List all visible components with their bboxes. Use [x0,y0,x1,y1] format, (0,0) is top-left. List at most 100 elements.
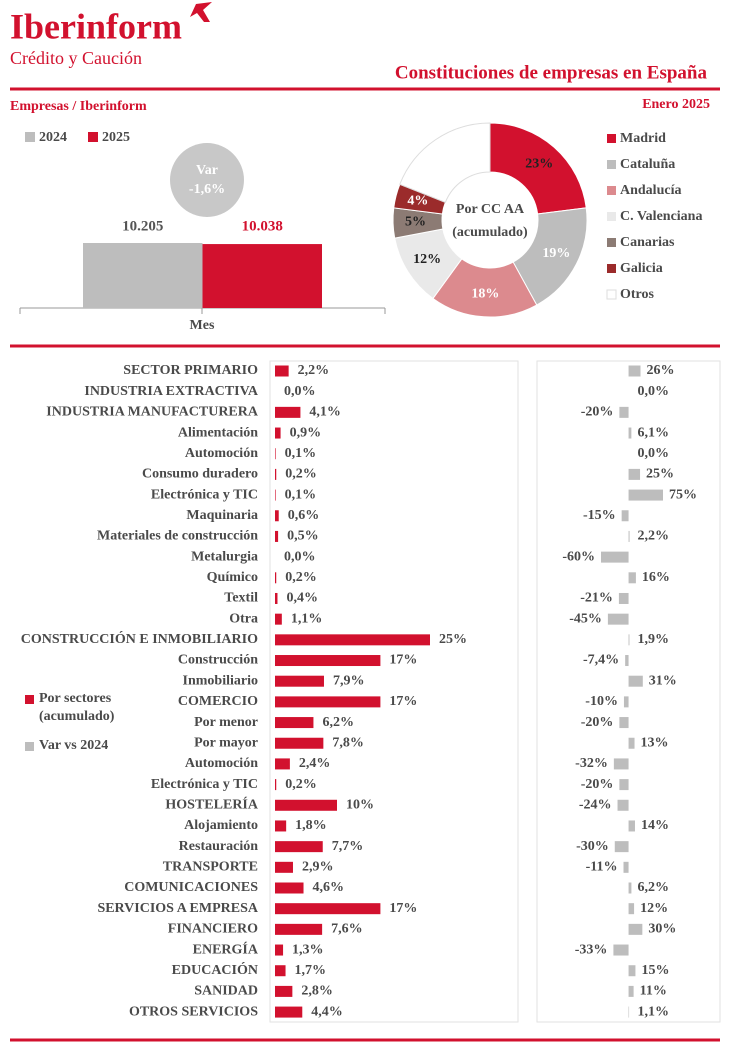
category-label: Inmobiliario [183,673,258,688]
bar [275,365,289,377]
var-label: 25% [646,467,674,482]
var-label: 30% [648,922,676,937]
legend-swatch [607,212,616,221]
category-label: EDUCACIÓN [172,961,258,978]
bar [275,882,304,894]
category-label: Alojamiento [184,818,258,833]
value-label: 2,8% [301,984,333,999]
legend-label: Otros [620,287,655,302]
category-label: COMUNICACIONES [124,880,258,895]
bar [275,613,282,625]
value-label: 1,3% [292,942,324,957]
value-label: 2,4% [299,756,331,771]
legend-label: 2024 [39,130,67,145]
slice-label: 23% [525,156,553,171]
bar [275,779,277,791]
value-label: 10.205 [122,218,163,234]
var-label: 15% [641,963,669,978]
legend-swatch [607,238,616,247]
value-label: 0,2% [285,467,317,482]
var-label: 12% [640,901,668,916]
bar [275,655,381,667]
value-label: 10.038 [242,218,283,234]
category-label: SERVICIOS A EMPRESA [97,901,258,916]
value-label: 2,2% [298,363,330,378]
category-label: Automoción [185,756,258,771]
value-label: 17% [389,901,417,916]
slice-label: 18% [471,287,499,302]
value-label: 2,9% [302,860,334,875]
var-label: 14% [641,818,669,833]
var-bar [628,882,632,894]
bar [275,406,301,418]
var-label: 26% [646,363,674,378]
category-label: Construcción [178,653,258,668]
var-bar [628,675,643,687]
var-label: -20% [581,715,614,730]
slice-label: 19% [542,246,570,261]
bar [275,903,381,915]
var-bar [628,1006,630,1018]
value-label: 1,7% [295,963,327,978]
var-bar [628,737,635,749]
var-label: 16% [642,570,670,585]
legend-swatch [25,742,34,751]
legend-swatch [607,134,616,143]
value-label: 7,6% [331,922,363,937]
value-label: 10% [346,797,374,812]
bar [275,530,279,542]
value-label: 0,0% [284,549,316,564]
pie-slice [399,122,491,203]
pie-slice [489,122,587,215]
var-bar [613,758,629,770]
tagline: Crédito y Caución [10,48,142,68]
var-label: 1,1% [638,1004,670,1019]
legend-swatch [606,289,617,300]
value-label: 25% [439,632,467,647]
value-label: 0,4% [286,591,318,606]
value-label: 17% [389,694,417,709]
value-label: 7,8% [332,735,364,750]
var-label: 6,1% [638,425,670,440]
legend-swatch [88,132,98,142]
bar [275,717,314,729]
var-value: -1,6% [189,182,225,197]
category-label: Restauración [179,839,259,854]
var-label: -11% [586,860,618,875]
var-bar [628,530,630,542]
title: Constituciones de empresas en España [395,62,708,83]
var-bar [607,613,629,625]
var-label: -20% [581,405,614,420]
var-bar [628,427,632,439]
var-label: -33% [575,942,608,957]
category-label: Alimentación [178,425,258,440]
var-label: Var [196,163,218,178]
category-label: Por mayor [194,735,258,750]
brand-icon [190,2,212,22]
var-bar [628,572,636,584]
category-label: Materiales de construcción [97,529,258,544]
var-bar [623,696,629,708]
var-label: 13% [641,735,669,750]
slice-label: 4% [407,194,428,209]
value-label: 4,6% [313,880,345,895]
category-label: Por menor [194,715,258,730]
bar [202,244,322,308]
var-bar [621,510,629,522]
var-bar [625,655,629,667]
slice-label: 12% [413,252,441,267]
pie-title-line: (acumulado) [452,225,528,240]
bar [275,448,276,460]
value-label: 6,2% [322,715,354,730]
var-label: -24% [579,797,612,812]
value-label: 0,2% [285,570,317,585]
var-label: 31% [649,673,677,688]
bar [83,243,203,308]
var-label: 1,9% [638,632,670,647]
var-label: -60% [562,549,595,564]
pie-title-line: Por CC AA [456,202,525,217]
value-label: 17% [389,653,417,668]
category-label: Maquinaria [186,508,258,523]
value-label: 4,1% [309,405,341,420]
